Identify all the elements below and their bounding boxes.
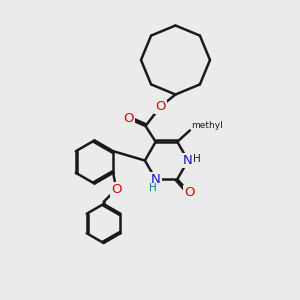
Text: O: O <box>184 186 195 199</box>
Text: H: H <box>193 154 200 164</box>
Text: methyl: methyl <box>191 121 223 130</box>
Text: O: O <box>155 100 166 113</box>
Text: O: O <box>111 183 122 196</box>
Text: O: O <box>123 112 134 125</box>
Text: N: N <box>151 173 160 186</box>
Text: N: N <box>183 154 193 167</box>
Text: H: H <box>149 183 157 193</box>
